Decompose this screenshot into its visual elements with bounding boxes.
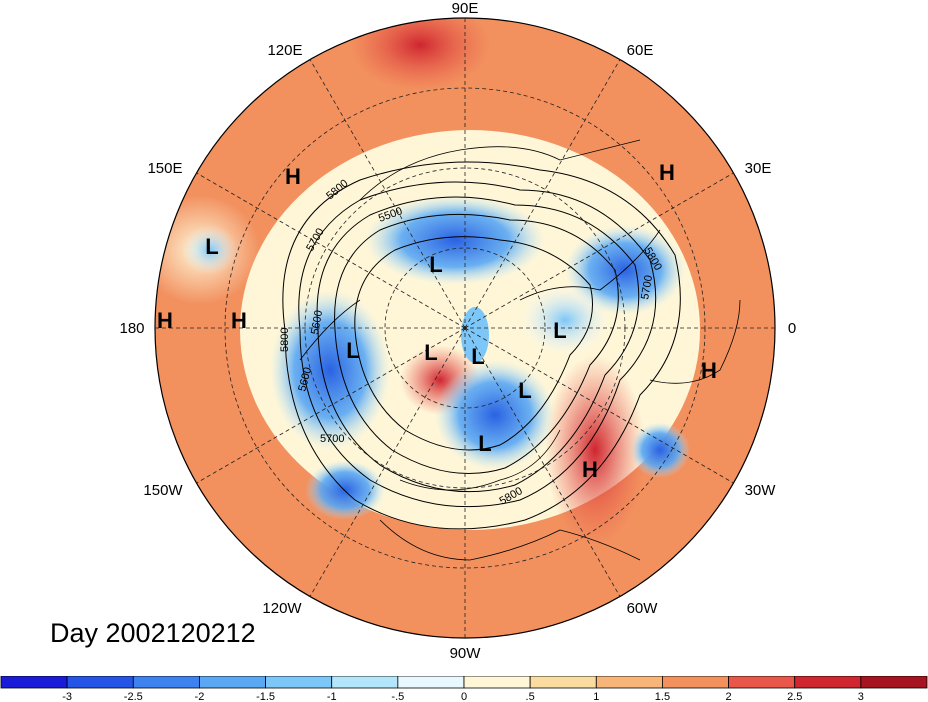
colorbar-tick-label: .5	[526, 691, 535, 702]
low-center: L	[429, 252, 442, 277]
colorbar-tick-label: 2.5	[787, 691, 802, 702]
contour-label: 5700	[320, 433, 344, 445]
lon-label-120w: 120W	[262, 600, 302, 617]
colorbar-tick-label: 0	[461, 691, 467, 702]
low-center: L	[518, 378, 531, 403]
colorbar-tick-label: -3	[62, 691, 72, 702]
pressure-centers: H H H H H H L L L L L L L L	[157, 160, 717, 482]
high-center: H	[582, 457, 598, 482]
colorbar-box	[595, 676, 663, 689]
graticule	[155, 18, 775, 638]
contour-label: 5800	[279, 328, 291, 352]
colorbar-box	[662, 676, 729, 689]
colorbar-tick-label: 1	[593, 691, 599, 702]
lon-label-0: 0	[788, 320, 796, 337]
colorbar-box	[66, 676, 134, 689]
low-center: L	[205, 234, 218, 259]
low-center: L	[553, 318, 566, 343]
lon-label-60w: 60W	[627, 600, 659, 617]
colorbar-box	[463, 676, 531, 689]
contour-label: 5600	[309, 309, 325, 335]
colorbar-box	[794, 676, 862, 689]
date-label: Day 2002120212	[50, 618, 256, 648]
lon-label-150w: 150W	[143, 482, 183, 499]
longitude-labels: 90E 60E 30E 0 30W 60W 90W 120W 150W 180 …	[119, 0, 796, 662]
high-center: H	[659, 160, 675, 185]
low-center: L	[346, 338, 359, 363]
colorbar-tick-label: -2	[195, 691, 205, 702]
colorbar-box	[397, 676, 465, 689]
lon-label-120e: 120E	[267, 42, 302, 59]
lon-label-90w: 90W	[450, 645, 482, 662]
colorbar-box	[728, 676, 796, 689]
high-center: H	[285, 164, 301, 189]
high-center: H	[157, 308, 173, 333]
colorbar-box	[529, 676, 597, 689]
lon-label-150e: 150E	[147, 160, 182, 177]
colorbar-ticks: -3 -2.5 -2 -1.5 -1 -.5 0 .5 1 1.5 2 2.5 3	[62, 691, 864, 702]
lon-label-90e: 90E	[452, 0, 479, 17]
colorbar: -3 -2.5 -2 -1.5 -1 -.5 0 .5 1 1.5 2 2.5 3	[0, 676, 928, 702]
colorbar-tick-label: -.5	[391, 691, 404, 702]
high-center: H	[231, 308, 247, 333]
colorbar-tick-label: -1.5	[256, 691, 275, 702]
colorbar-boxes	[0, 676, 928, 689]
colorbar-box	[199, 676, 266, 689]
colorbar-tick-label: 1.5	[655, 691, 670, 702]
colorbar-box	[265, 676, 333, 689]
colorbar-tick-label: -2.5	[124, 691, 143, 702]
colorbar-tick-label: 3	[858, 691, 864, 702]
lon-label-60e: 60E	[627, 42, 654, 59]
colorbar-box	[0, 676, 68, 689]
lon-label-180: 180	[119, 320, 144, 337]
contour-label: 5700	[639, 274, 655, 300]
high-center: H	[701, 358, 717, 383]
colorbar-tick-label: -1	[327, 691, 337, 702]
colorbar-box	[860, 676, 928, 689]
lon-label-30w: 30W	[745, 482, 777, 499]
colorbar-tick-label: 2	[726, 691, 732, 702]
low-center: L	[478, 431, 491, 456]
low-center: L	[471, 344, 484, 369]
low-center: L	[424, 340, 437, 365]
lon-label-30e: 30E	[745, 160, 772, 177]
colorbar-box	[132, 676, 200, 689]
colorbar-box	[331, 676, 399, 689]
